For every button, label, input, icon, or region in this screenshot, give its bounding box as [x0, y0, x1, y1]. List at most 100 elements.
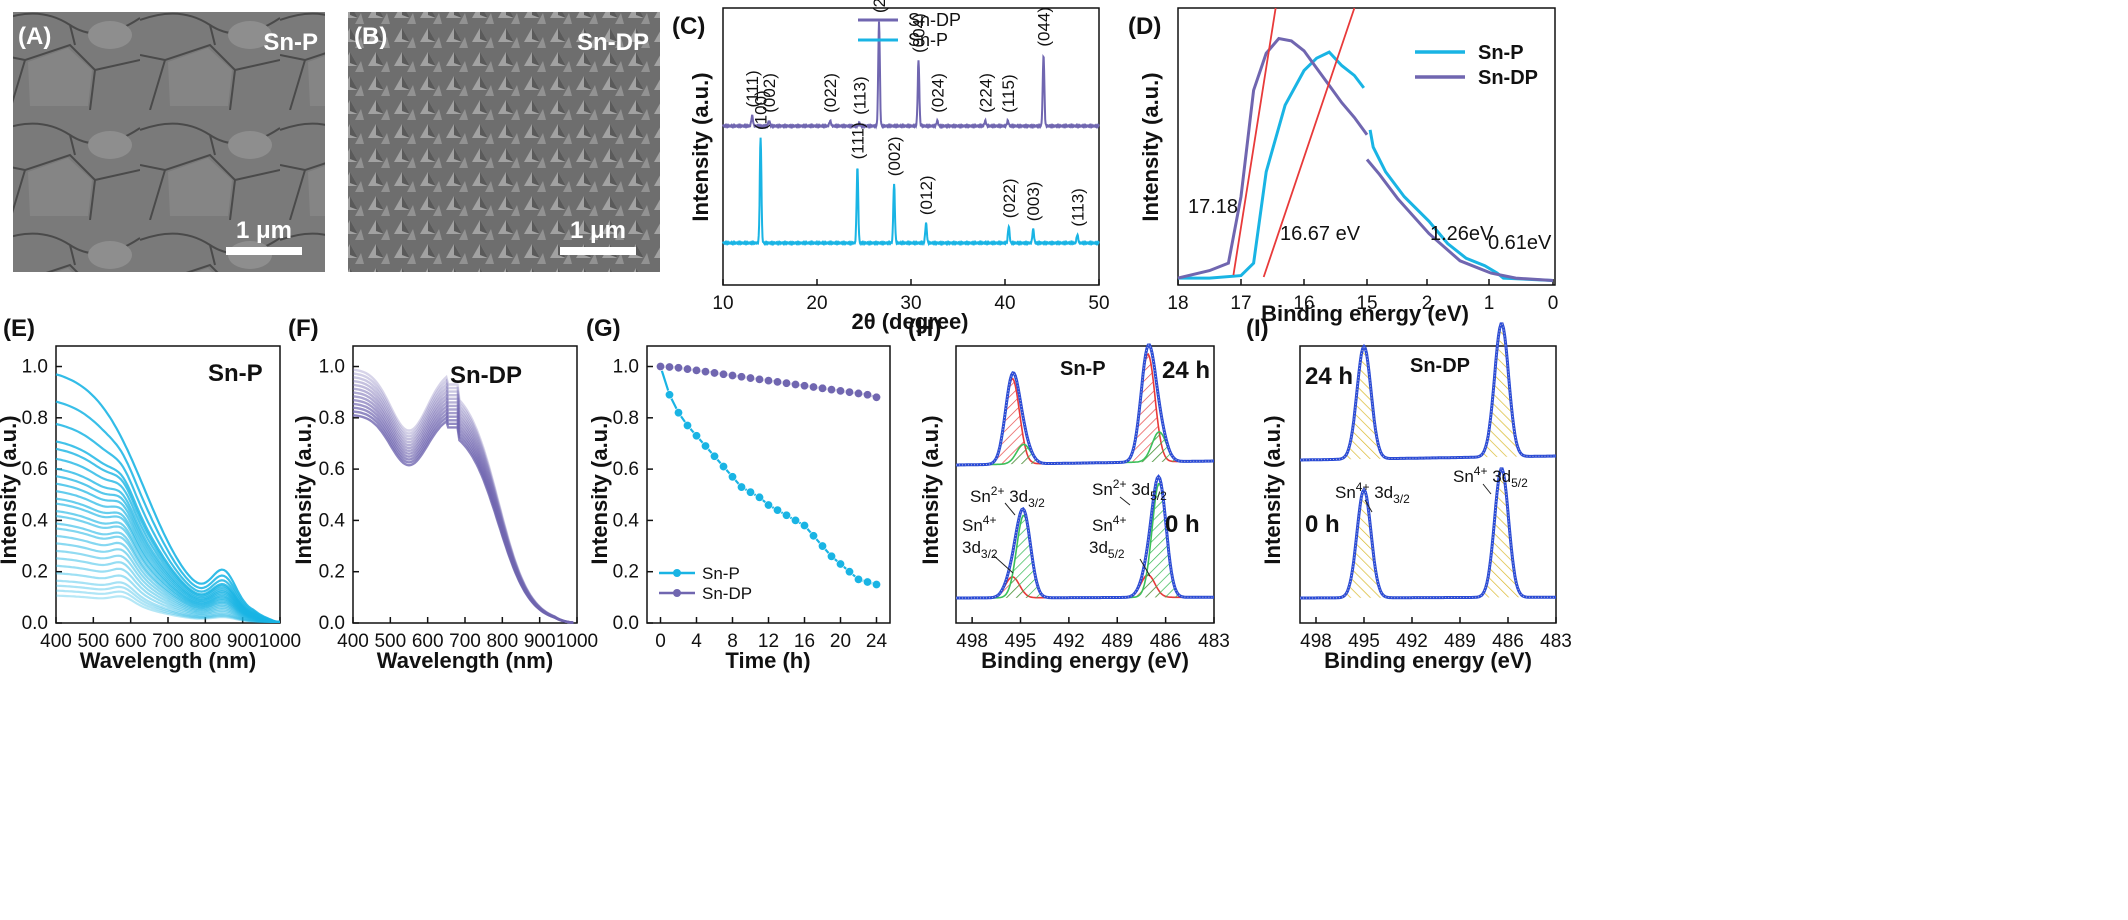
c-xtick-label: 30	[900, 293, 921, 314]
hkl-label: (044)	[1035, 7, 1054, 47]
xrd-line-sn-p	[722, 137, 1100, 247]
d-xtick-label: 1	[1484, 293, 1495, 314]
hkl-label: (002)	[760, 73, 779, 113]
f-xtick-label: 700	[449, 631, 481, 652]
e-xtick-label: 500	[77, 631, 109, 652]
hkl-label: (224)	[976, 73, 995, 113]
abs-curve-sn-p	[56, 589, 280, 623]
data-point-sn-p	[790, 515, 800, 525]
y-axis-label-f: Intensity (a.u.)	[291, 415, 316, 564]
data-point-sn-dp	[817, 383, 827, 393]
data-point-sn-dp	[871, 392, 881, 402]
data-point-sn-p	[826, 551, 836, 561]
data-point-sn-p	[808, 531, 818, 541]
g-xtick-label: 12	[758, 631, 779, 652]
panel-f: (F) 400 500 600 700 800 900 1000 0.0 0.2 0.4 0.6 0.…	[288, 315, 598, 673]
x-axis-label-g: Time (h)	[725, 648, 810, 673]
panel-label-e: (E)	[3, 315, 35, 342]
abs-curve-sn-dp	[352, 372, 574, 624]
xrd-line-sn-dp	[722, 21, 1100, 130]
e-xtick-label: 900	[227, 631, 259, 652]
hkl-label: (012)	[917, 175, 936, 215]
annotation-leader	[1119, 496, 1131, 506]
hkl-label: (111)	[848, 122, 867, 159]
sample-label-b: Sn-DP	[577, 29, 649, 56]
abs-curve-sn-dp	[352, 387, 574, 624]
ups-line-sn-dp	[1177, 36, 1369, 280]
d-xtick-label: 16	[1293, 293, 1314, 314]
svg-text:3d5/2: 3d5/2	[1089, 538, 1125, 561]
sample-label-a: Sn-P	[263, 29, 318, 56]
xps-xtick-label: 486	[1492, 631, 1524, 652]
f-ytick-label: 0.0	[319, 613, 345, 634]
data-point-sn-p	[691, 431, 701, 441]
panel-label-c: (C)	[672, 13, 705, 40]
legend-c: Sn-DP Sn-P	[858, 10, 961, 50]
data-point-sn-dp	[862, 390, 872, 400]
data-point-sn-dp	[664, 362, 674, 372]
legend-c-sn-p: Sn-P	[908, 30, 948, 50]
panel-d: (D) 18 17 16 15 2 1 0 Sn-P Sn-DP 17.18 16.67 e…	[1128, 7, 1559, 326]
annotation-leader	[1139, 558, 1151, 577]
xps-component-fill	[1300, 468, 1556, 598]
xps-xtick-label: 498	[956, 631, 988, 652]
panel-e: (E) 400 500 600 700 800 900 1000 0.0 0.2 0.4 0.6 0.…	[0, 315, 301, 673]
hkl-label: (113)	[850, 76, 869, 114]
xps-component-fill	[1300, 323, 1556, 460]
x-axis-label-c: 2θ (degree)	[851, 309, 968, 334]
data-point-sn-p	[781, 510, 791, 520]
hkl-label: (113)	[1068, 188, 1087, 226]
scale-bar-b	[560, 247, 636, 255]
xps-component-line	[1300, 323, 1556, 461]
legend-g-sn-dp: Sn-DP	[702, 584, 752, 603]
abs-curve-sn-p	[55, 594, 280, 623]
e-ytick-label: 0.8	[22, 408, 48, 429]
abs-curve-sn-p	[55, 422, 280, 623]
xps-component-fill	[956, 354, 1214, 465]
f-ytick-label: 1.0	[319, 357, 345, 378]
xps-xtick-label: 492	[1396, 631, 1428, 652]
f-ytick-label: 0.8	[319, 408, 345, 429]
e-xtick-label: 600	[115, 631, 147, 652]
annotations-h: Sn2+ 3d3/2 Sn2+ 3d5/2 Sn4+ 3d3/2 Sn4+ 3d…	[962, 477, 1167, 561]
y-axis-label-i: Intensity (a.u.)	[1260, 415, 1285, 564]
abs-curve-sn-dp	[352, 376, 574, 624]
data-point-sn-dp	[673, 363, 683, 373]
g-ytick-label: 0.6	[613, 459, 639, 480]
f-ytick-label: 0.2	[319, 562, 345, 583]
trace-label-i-0h: 0 h	[1305, 511, 1340, 538]
xps-component-fill	[956, 432, 1214, 465]
xps-xtick-label: 492	[1053, 631, 1085, 652]
legend-d-sn-p: Sn-P	[1478, 42, 1524, 64]
data-point-sn-p	[763, 500, 773, 510]
e-ytick-label: 0.2	[22, 562, 48, 583]
data-point-sn-dp	[853, 388, 863, 398]
f-xtick-label: 400	[337, 631, 369, 652]
data-point-sn-dp	[700, 367, 710, 377]
data-point-sn-dp	[763, 376, 773, 386]
annotation-leader	[992, 554, 1014, 574]
data-point-sn-p	[817, 541, 827, 551]
data-point-sn-dp	[682, 364, 692, 374]
title-e: Sn-P	[208, 360, 263, 387]
xps-raw-data	[1300, 468, 1556, 599]
xps-xtick-label: 489	[1444, 631, 1476, 652]
panel-g: (G) 0 4 8 12 16 20 24 0.0 0.2 0.4 0.6 0.8 1.0 Sn-P S…	[586, 315, 891, 673]
data-point-sn-dp	[790, 379, 800, 389]
title-f: Sn-DP	[450, 362, 522, 389]
d-xtick-label: 15	[1356, 293, 1377, 314]
hkl-label: (111)	[743, 70, 762, 107]
f-xtick-label: 900	[524, 631, 556, 652]
panel-b: (B) Sn-DP 1 μm	[348, 12, 660, 272]
data-point-sn-p	[754, 492, 764, 502]
abs-curve-sn-p	[55, 579, 280, 623]
d-xtick-label: 0	[1548, 293, 1559, 314]
panel-i: (I) 498 495 492 489 486 483 Sn-DP 24 h 0 h Sn…	[1246, 315, 1572, 673]
e-ytick-label: 0.0	[22, 613, 48, 634]
xps-xtick-label: 498	[1300, 631, 1332, 652]
legend-g: Sn-P Sn-DP	[659, 564, 752, 603]
d-xtick-label: 17	[1230, 293, 1251, 314]
e-xtick-label: 800	[189, 631, 221, 652]
ups-line-sn-p	[1368, 129, 1554, 282]
